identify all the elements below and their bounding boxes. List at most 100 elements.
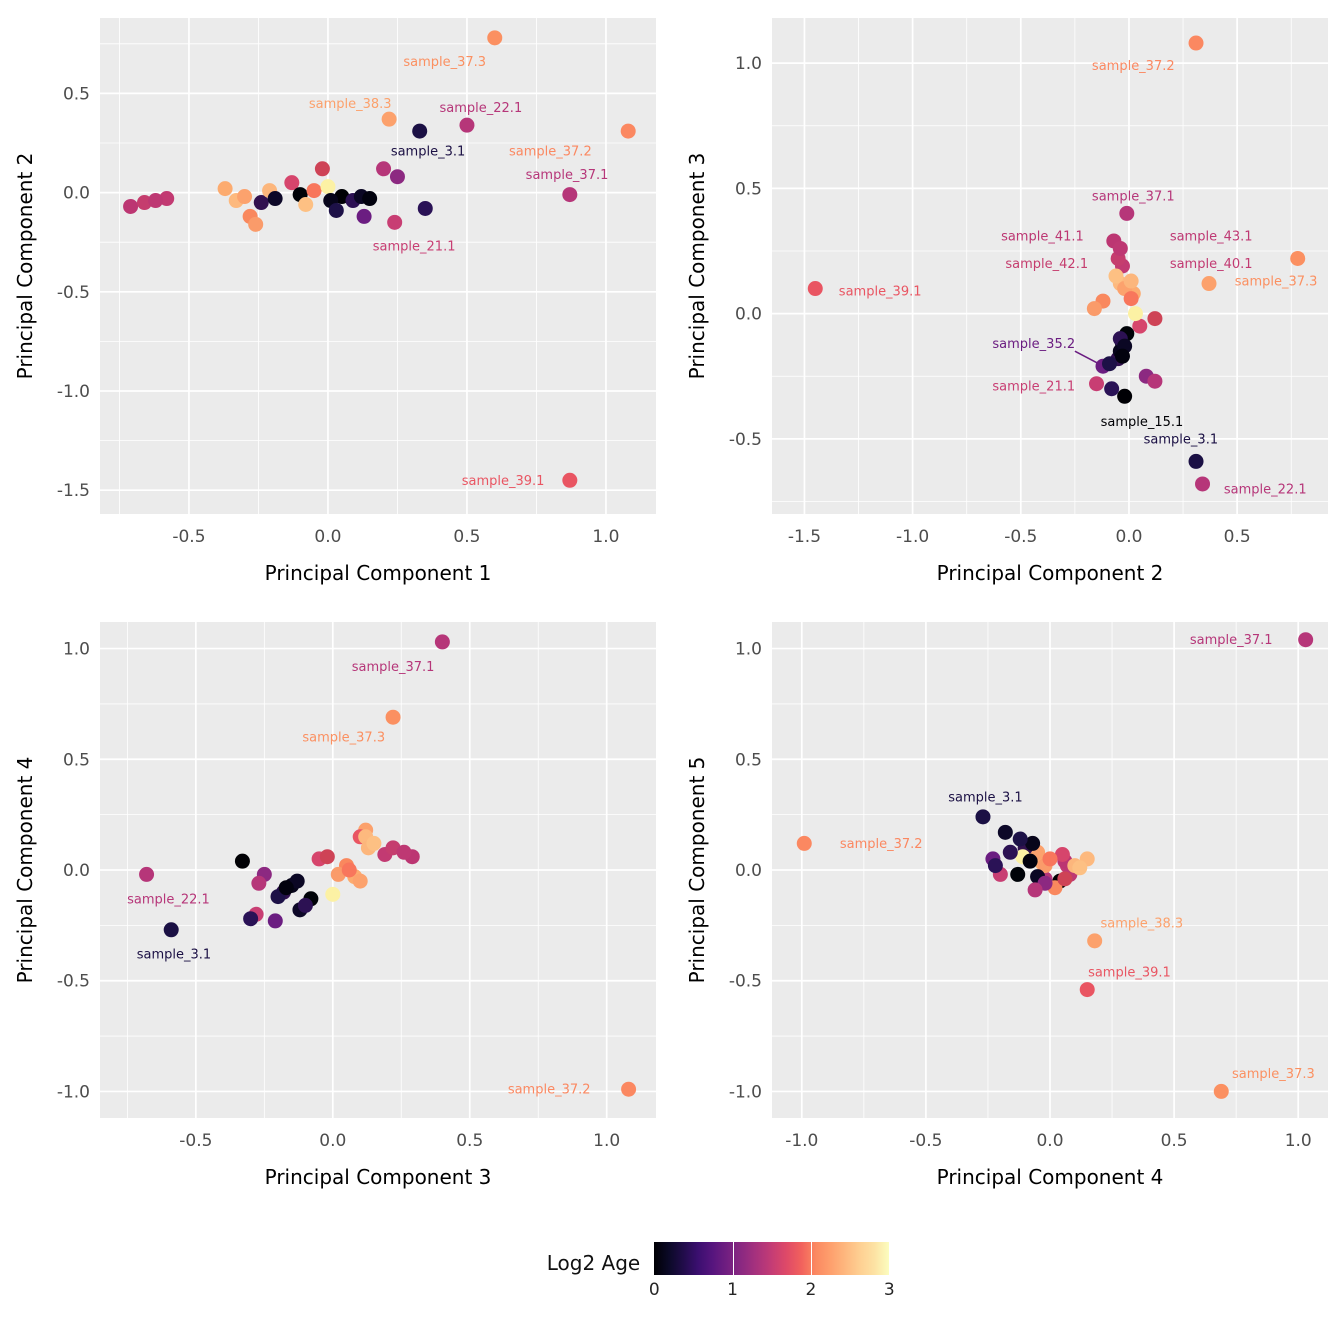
y-tick-label: -0.5: [729, 430, 762, 450]
data-point: [796, 835, 812, 851]
point-label: sample_21.1: [373, 240, 456, 255]
colorbar-tick-label: 3: [883, 1280, 895, 1300]
point-label: sample_35.2: [992, 337, 1075, 352]
data-point: [975, 809, 991, 825]
x-tick-label: 0.0: [1036, 1131, 1063, 1151]
data-point: [278, 880, 294, 896]
x-tick-label: 0.5: [453, 527, 480, 547]
point-label: sample_37.3: [403, 55, 486, 70]
x-tick-label: 1.0: [592, 527, 619, 547]
data-point: [148, 193, 164, 209]
data-point: [1132, 318, 1148, 334]
data-point: [1188, 453, 1204, 469]
panel-pc4-pc5: -1.0 -0.5 0.0 0.5 1.0 1.0 0.5 0.0 -0.5 -1.0 Princi…: [672, 610, 1344, 1214]
data-point: [389, 169, 405, 185]
panel-grid: -0.5 0.0 0.5 1.0 0.5 0.0 -0.5 -1.0 -1.5 Principal…: [0, 18, 1344, 1214]
x-tick-label: 0.0: [1115, 527, 1142, 547]
data-point: [352, 873, 368, 889]
data-point: [807, 281, 823, 297]
data-point: [267, 191, 283, 207]
x-tick-label: -0.5: [1004, 527, 1037, 547]
data-point: [434, 634, 450, 650]
data-point: [159, 191, 175, 207]
data-point: [487, 30, 503, 46]
data-point: [248, 216, 264, 232]
x-axis-title: Principal Component 2: [937, 561, 1164, 585]
data-point: [1079, 982, 1095, 998]
x-tick-label: -0.5: [909, 1131, 942, 1151]
point-label: sample_37.1: [1092, 189, 1175, 204]
data-point: [381, 111, 397, 127]
point-label: sample_37.2: [840, 837, 923, 852]
data-point: [253, 195, 269, 211]
x-tick-label: 1.0: [593, 1131, 620, 1151]
data-point: [376, 161, 392, 177]
x-tick-label: 1.0: [1285, 1131, 1312, 1151]
colorbar-tick: [732, 1242, 734, 1275]
data-point: [1201, 276, 1217, 292]
x-tick-label: 0.5: [1224, 527, 1251, 547]
x-axis-title: Principal Component 3: [265, 1165, 492, 1189]
data-point: [306, 183, 322, 199]
data-point: [620, 123, 636, 139]
data-point: [320, 179, 336, 195]
data-point: [1108, 268, 1124, 284]
point-label: sample_37.3: [302, 731, 385, 746]
point-label: sample_3.1: [391, 144, 465, 159]
data-point: [412, 123, 428, 139]
data-point: [997, 824, 1013, 840]
y-axis-title: Principal Component 4: [13, 757, 37, 984]
point-label: sample_22.1: [127, 892, 210, 907]
x-tick-label: 0.0: [314, 527, 341, 547]
point-label: sample_37.2: [509, 144, 592, 159]
data-point: [562, 472, 578, 488]
data-point: [341, 862, 357, 878]
data-point: [1188, 35, 1204, 51]
data-point: [251, 875, 267, 891]
data-point: [123, 198, 139, 214]
data-point: [1087, 933, 1103, 949]
point-label: sample_37.2: [1092, 59, 1175, 74]
point-label: sample_37.1: [526, 168, 609, 183]
point-label: sample_37.3: [1235, 275, 1318, 290]
data-point: [1057, 871, 1073, 887]
label-pointer-line: [1074, 350, 1100, 365]
y-tick-label: -1.0: [57, 1082, 90, 1102]
y-tick-label: 0.5: [63, 750, 90, 770]
colorbar-tick-label: 0: [648, 1280, 660, 1300]
pca-pairs-figure: -0.5 0.0 0.5 1.0 0.5 0.0 -0.5 -1.0 -1.5 Principal…: [0, 18, 1344, 1301]
data-point: [1101, 356, 1117, 372]
point-label: sample_38.3: [309, 97, 392, 112]
point-label: sample_39.1: [1088, 965, 1171, 980]
point-label: sample_37.3: [1232, 1067, 1315, 1082]
scatter-pc3-pc4: -0.5 0.0 0.5 1.0 1.0 0.5 0.0 -0.5 -1.0 Principal …: [13, 622, 656, 1189]
colorbar-tick-label: 1: [727, 1280, 738, 1300]
data-point: [356, 208, 372, 224]
panel-background: [772, 18, 1328, 514]
point-label: sample_37.1: [352, 660, 435, 675]
point-label: sample_37.2: [508, 1083, 591, 1098]
data-point: [562, 187, 578, 203]
scatter-pc4-pc5: -1.0 -0.5 0.0 0.5 1.0 1.0 0.5 0.0 -0.5 -1.0 Princi…: [685, 622, 1328, 1189]
x-tick-label: -1.0: [785, 1131, 818, 1151]
y-tick-label: -0.5: [729, 972, 762, 992]
data-point: [1298, 632, 1314, 648]
y-tick-label: 0.0: [63, 861, 90, 881]
x-tick-label: -1.5: [788, 527, 821, 547]
panel-pc3-pc4: -0.5 0.0 0.5 1.0 1.0 0.5 0.0 -0.5 -1.0 Principal …: [0, 610, 672, 1214]
colorbar-tick-labels: 0 1 2 3: [649, 1275, 895, 1301]
data-point: [284, 175, 300, 191]
data-point: [319, 849, 335, 865]
data-point: [387, 214, 403, 230]
point-label: sample_3.1: [1144, 432, 1218, 447]
data-point: [1195, 476, 1211, 492]
data-point: [1112, 240, 1128, 256]
y-axis-title: Principal Component 2: [13, 153, 37, 380]
data-point: [417, 200, 433, 216]
y-tick-label: 0.5: [735, 179, 762, 199]
data-point: [1042, 851, 1058, 867]
point-label: sample_40.1: [1170, 257, 1253, 272]
point-label: sample_3.1: [948, 790, 1022, 805]
colorbar-legend: Log2 Age 0 1 2 3: [92, 1242, 1344, 1301]
data-point: [1213, 1083, 1229, 1099]
